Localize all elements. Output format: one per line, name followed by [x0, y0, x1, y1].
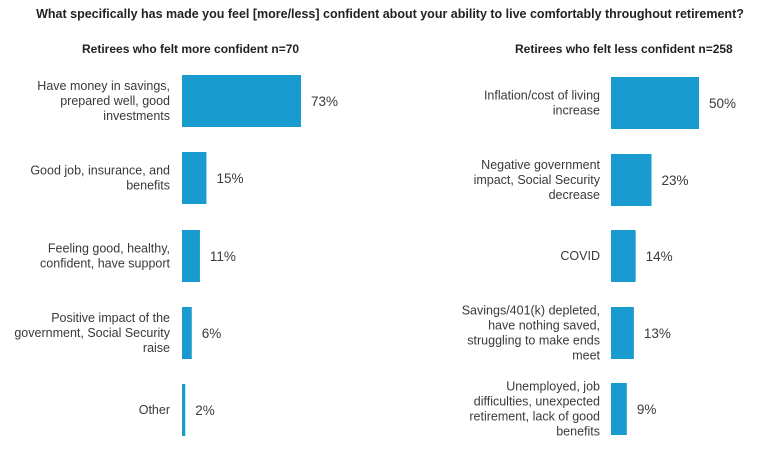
- left-category-label-3-line-1: Feeling good, healthy,: [48, 242, 170, 256]
- left-value-label-1: 73%: [311, 94, 338, 109]
- left-panel-title: Retirees who felt more confident n=70: [82, 42, 300, 56]
- right-panel-title: Retirees who felt less confident n=258: [515, 42, 733, 56]
- right-category-label-2: Negative government impact, Social Securi…: [474, 158, 601, 202]
- right-category-label-5-line-1: Unemployed, job: [506, 380, 600, 394]
- left-category-label-4-line-3: raise: [143, 341, 170, 355]
- left-category-label-1-line-3: investments: [103, 109, 170, 123]
- left-category-label-4: Positive impact of the government, Social…: [14, 311, 170, 355]
- left-category-label-1-line-2: prepared well, good: [60, 94, 170, 108]
- right-category-label-4-line-3: struggling to make ends: [467, 334, 600, 348]
- right-category-label-5-line-4: benefits: [556, 425, 600, 439]
- right-category-label-5: Unemployed, job difficulties, unexpected r…: [469, 380, 600, 439]
- right-value-label-4: 13%: [644, 326, 671, 341]
- right-category-label-4: Savings/401(k) depleted, have nothing sav…: [462, 304, 601, 363]
- left-value-label-5: 2%: [195, 403, 215, 418]
- left-category-label-5-line-1: Other: [139, 403, 170, 417]
- left-value-label-3: 11%: [210, 249, 236, 264]
- left-category-label-4-line-2: government, Social Security: [14, 326, 170, 340]
- left-bar-4: [182, 307, 192, 359]
- left-category-label-2-line-2: benefits: [126, 179, 170, 193]
- right-category-label-4-line-1: Savings/401(k) depleted,: [462, 304, 600, 318]
- left-category-label-3: Feeling good, healthy, confident, have su…: [40, 242, 170, 271]
- right-category-label-2-line-2: impact, Social Security: [474, 173, 601, 187]
- left-category-label-2-line-1: Good job, insurance, and: [30, 164, 170, 178]
- right-bar-1: [611, 77, 699, 129]
- right-category-label-1-line-1: Inflation/cost of living: [484, 89, 600, 103]
- left-bar-1: [182, 75, 301, 127]
- right-value-label-1: 50%: [709, 96, 736, 111]
- right-category-label-4-line-4: meet: [572, 349, 600, 363]
- left-bar-5: [182, 384, 186, 436]
- left-category-label-5: Other: [139, 403, 170, 417]
- right-bar-chart: 50% Inflation/cost of living increase 23% Ne…: [462, 77, 736, 439]
- left-category-label-3-line-2: confident, have support: [40, 257, 170, 271]
- right-value-label-2: 23%: [661, 173, 688, 188]
- left-bar-3: [182, 230, 200, 282]
- right-value-label-3: 14%: [646, 249, 673, 264]
- left-bar-chart: 73% Have money in savings, prepared well, …: [14, 75, 338, 436]
- left-value-label-2: 15%: [216, 171, 243, 186]
- left-category-label-1-line-1: Have money in savings,: [37, 79, 170, 93]
- right-bar-5: [611, 383, 627, 435]
- chart-question-title: What specifically has made you feel [mor…: [36, 7, 744, 21]
- right-bar-2: [611, 154, 652, 206]
- left-category-label-2: Good job, insurance, and benefits: [30, 164, 170, 193]
- right-category-label-1: Inflation/cost of living increase: [484, 89, 600, 118]
- left-value-label-4: 6%: [202, 326, 222, 341]
- right-category-label-5-line-3: retirement, lack of good: [469, 410, 600, 424]
- right-category-label-1-line-2: increase: [553, 104, 600, 118]
- left-bar-2: [182, 152, 207, 204]
- right-bar-4: [611, 307, 634, 359]
- right-category-label-3-line-1: COVID: [560, 249, 600, 263]
- right-bar-3: [611, 230, 636, 282]
- right-category-label-5-line-2: difficulties, unexpected: [474, 395, 600, 409]
- right-category-label-2-line-3: decrease: [549, 188, 600, 202]
- right-category-label-2-line-1: Negative government: [481, 158, 600, 172]
- right-category-label-4-line-2: have nothing saved,: [488, 319, 600, 333]
- right-value-label-5: 9%: [637, 402, 657, 417]
- left-category-label-1: Have money in savings, prepared well, goo…: [37, 79, 170, 123]
- right-category-label-3: COVID: [560, 249, 600, 263]
- left-category-label-4-line-1: Positive impact of the: [51, 311, 170, 325]
